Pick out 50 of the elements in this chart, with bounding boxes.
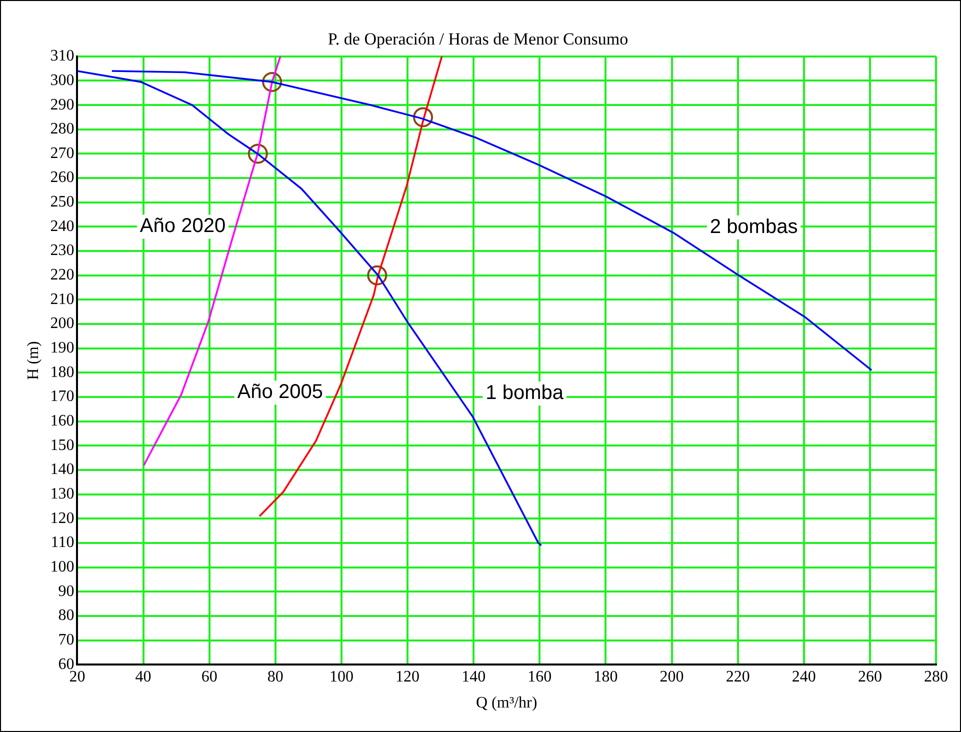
x-tick-label: 80 bbox=[267, 668, 284, 686]
point bbox=[367, 265, 388, 286]
y-tick-label: 80 bbox=[58, 607, 74, 624]
y-tick-label: 260 bbox=[50, 169, 74, 186]
y-tick-label: 130 bbox=[50, 486, 74, 503]
y-tick-label: 310 bbox=[50, 48, 74, 65]
y-tick-label: 280 bbox=[50, 120, 74, 138]
y-tick-label: 270 bbox=[50, 144, 74, 162]
y-tick-label: 150 bbox=[50, 436, 74, 454]
x-tick-label: 20 bbox=[69, 668, 86, 686]
y-tick-label: 160 bbox=[50, 412, 74, 430]
y-tick-label: 250 bbox=[50, 194, 74, 211]
y-tick-label: 140 bbox=[50, 461, 74, 478]
y-tick-label: 180 bbox=[50, 364, 74, 381]
x-tick-label: 100 bbox=[329, 668, 354, 686]
y-tick-label: 290 bbox=[50, 96, 74, 114]
y-tick-label: 240 bbox=[50, 218, 74, 235]
x-tick-label: 280 bbox=[924, 668, 948, 686]
x-tick-label: 260 bbox=[858, 668, 882, 686]
x-tick-label: 60 bbox=[201, 668, 218, 686]
y-tick-label: 170 bbox=[50, 388, 74, 406]
y-tick-label: 120 bbox=[50, 510, 74, 527]
point bbox=[413, 107, 434, 128]
chart-title: P. de Operación / Horas de Menor Consumo bbox=[328, 30, 628, 49]
x-tick-label: 240 bbox=[792, 668, 816, 686]
y-tick-label: 230 bbox=[50, 242, 74, 260]
series-label: 1 bomba bbox=[486, 382, 564, 404]
y-tick-label: 90 bbox=[58, 582, 74, 600]
x-tick-label: 160 bbox=[528, 668, 552, 686]
series-label: Año 2005 bbox=[237, 381, 323, 404]
y-tick-label: 210 bbox=[50, 290, 74, 308]
x-tick-label: 140 bbox=[462, 668, 486, 686]
x-tick-label: 40 bbox=[135, 668, 152, 686]
x-tick-label: 120 bbox=[396, 668, 420, 686]
x-tick-label: 200 bbox=[660, 668, 684, 686]
y-tick-label: 300 bbox=[50, 72, 74, 89]
y-tick-label: 220 bbox=[50, 266, 74, 284]
x-tick-label: 180 bbox=[594, 668, 618, 686]
y-tick-label: 70 bbox=[58, 631, 74, 648]
y-tick-label: 190 bbox=[50, 340, 74, 357]
x-tick-label: 220 bbox=[726, 668, 750, 686]
y-tick-label: 110 bbox=[50, 534, 74, 552]
x-axis-title: Q (m³/hr) bbox=[476, 694, 538, 712]
y-axis-title: H (m) bbox=[24, 341, 42, 380]
point bbox=[262, 72, 282, 92]
series-label: Año 2020 bbox=[140, 215, 226, 238]
y-tick-label: 100 bbox=[50, 558, 74, 576]
series-label: 2 bombas bbox=[710, 216, 798, 238]
point bbox=[248, 144, 268, 164]
y-tick-label: 200 bbox=[50, 315, 74, 332]
